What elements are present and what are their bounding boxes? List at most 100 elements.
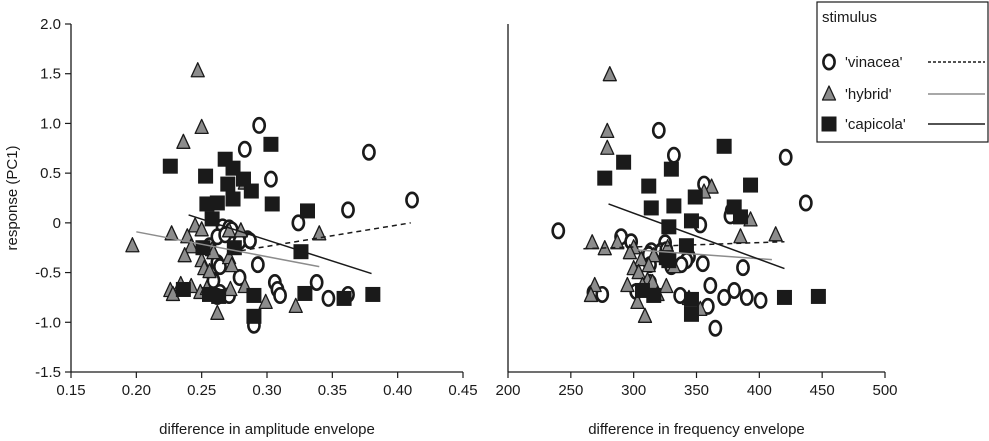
series-square bbox=[597, 138, 826, 322]
x-tick-label: 0.25 bbox=[187, 382, 216, 399]
square-point bbox=[263, 136, 279, 152]
circle-point bbox=[232, 269, 247, 287]
legend-label: 'hybrid' bbox=[845, 86, 892, 103]
triangle-point bbox=[224, 256, 239, 273]
triangle-point bbox=[585, 234, 600, 250]
square-point bbox=[175, 281, 191, 297]
square-point bbox=[243, 183, 259, 199]
legend-title: stimulus bbox=[822, 9, 877, 26]
triangle-point bbox=[583, 286, 599, 303]
triangle-point bbox=[258, 293, 273, 310]
square-point bbox=[597, 170, 613, 186]
legend-label: 'capicola' bbox=[845, 116, 906, 133]
x-tick-label: 0.30 bbox=[252, 382, 281, 399]
circle-point bbox=[739, 288, 754, 306]
circle-point bbox=[551, 222, 566, 240]
circle-point bbox=[309, 274, 324, 292]
square-point bbox=[198, 168, 214, 184]
triangle-point bbox=[646, 247, 661, 263]
circle-point bbox=[341, 201, 355, 219]
circle-point bbox=[252, 116, 267, 134]
trend-line-square bbox=[608, 203, 785, 270]
square-point bbox=[204, 211, 220, 227]
square-point bbox=[646, 287, 662, 303]
square-point bbox=[683, 213, 699, 229]
legend-box bbox=[816, 1, 989, 143]
triangle-point bbox=[176, 133, 191, 149]
x-tick-label: 0.35 bbox=[318, 382, 347, 399]
trend-line-circle bbox=[583, 240, 785, 250]
square-point bbox=[810, 288, 826, 304]
square-point bbox=[716, 138, 732, 154]
square-point bbox=[220, 176, 236, 192]
triangle-point bbox=[634, 250, 649, 267]
square-point bbox=[641, 178, 657, 194]
square-point bbox=[663, 161, 679, 177]
triangle-point bbox=[631, 263, 646, 280]
y-tick-label: 0 bbox=[53, 215, 61, 232]
x-tick-label: 350 bbox=[684, 382, 709, 399]
square-point bbox=[336, 290, 352, 306]
trend-line-triangle bbox=[136, 231, 320, 268]
square-point bbox=[683, 306, 699, 322]
y-tick-label: 1.5 bbox=[40, 66, 61, 83]
legend-square-marker bbox=[821, 116, 837, 132]
amplitude-panel: 0.15 0.20 0.25 0.30 0.35 0.40 0.45 -1.5 -1.0 -0.5… bbox=[4, 16, 478, 438]
circle-point bbox=[798, 194, 813, 212]
circle-point bbox=[717, 288, 732, 306]
circle-point bbox=[736, 259, 750, 277]
triangle-point bbox=[600, 139, 615, 155]
trend-line-circle bbox=[240, 222, 411, 252]
triangle-point bbox=[620, 276, 635, 293]
circle-point bbox=[321, 289, 336, 307]
square-point bbox=[616, 154, 632, 170]
square-point bbox=[162, 158, 178, 174]
triangle-point bbox=[288, 297, 303, 314]
square-point bbox=[643, 200, 659, 216]
x-tick-label: 300 bbox=[621, 382, 646, 399]
triangle-point bbox=[602, 66, 617, 82]
square-point bbox=[365, 286, 381, 302]
circle-point bbox=[666, 146, 681, 164]
y-tick-label: 0.5 bbox=[40, 165, 61, 182]
triangle-point bbox=[223, 280, 238, 297]
circle-point bbox=[753, 291, 768, 309]
triangle-point bbox=[194, 118, 209, 135]
x-tick-label: 0.15 bbox=[56, 382, 85, 399]
square-point bbox=[776, 289, 792, 305]
legend: stimulus 'vinacea' 'hybrid' 'capicola' bbox=[816, 1, 989, 143]
circle-point bbox=[264, 170, 278, 188]
triangle-point bbox=[221, 222, 237, 238]
circle-point bbox=[273, 286, 287, 304]
circle-point bbox=[291, 214, 306, 232]
square-point bbox=[246, 308, 262, 324]
triangle-point bbox=[610, 234, 625, 250]
circle-point bbox=[695, 255, 710, 273]
circle-point bbox=[727, 281, 742, 299]
square-point bbox=[743, 177, 759, 193]
series-triangle bbox=[583, 66, 783, 323]
x-axis-title: difference in amplitude envelope bbox=[159, 421, 375, 438]
triangle-point bbox=[659, 277, 674, 294]
triangle-point bbox=[641, 256, 656, 273]
triangle-point bbox=[768, 226, 783, 242]
square-point bbox=[297, 285, 313, 301]
square-point bbox=[246, 287, 262, 303]
circle-point bbox=[250, 256, 265, 274]
square-point bbox=[264, 196, 280, 212]
x-tick-label: 250 bbox=[558, 382, 583, 399]
triangle-point bbox=[733, 228, 748, 244]
x-tick-label: 0.20 bbox=[122, 382, 151, 399]
triangle-point bbox=[202, 262, 217, 279]
triangle-point bbox=[164, 225, 179, 241]
square-point bbox=[687, 189, 703, 205]
square-point bbox=[300, 203, 316, 219]
triangle-point bbox=[125, 237, 140, 253]
y-tick-label: -1.5 bbox=[35, 364, 61, 381]
square-point bbox=[211, 288, 227, 304]
square-point bbox=[235, 171, 251, 187]
legend-triangle-marker bbox=[821, 85, 837, 101]
series-circle bbox=[551, 121, 813, 337]
